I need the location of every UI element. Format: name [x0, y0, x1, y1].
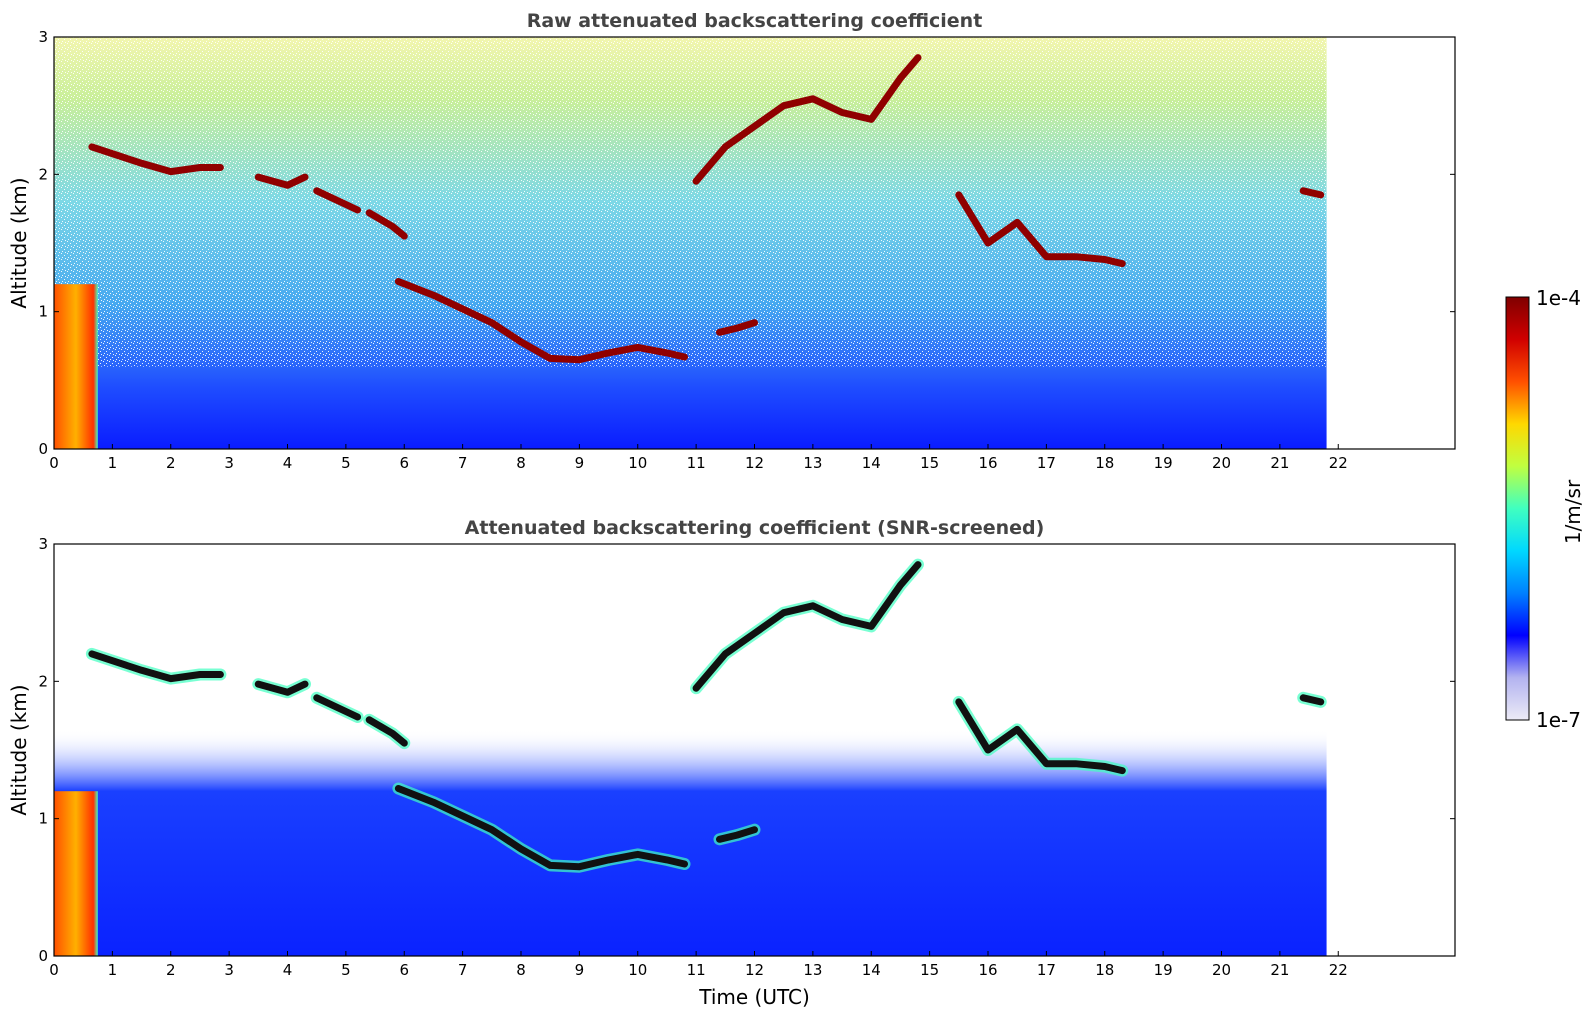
y-tick-label: 0	[38, 440, 48, 458]
x-tick-label: 16	[978, 454, 997, 472]
x-tick-label: 14	[862, 454, 881, 472]
cloud-layer	[692, 561, 922, 692]
x-tick-label: 4	[283, 454, 293, 472]
y-tick-label: 2	[38, 165, 48, 183]
colorbar-unit-label: 1/m/sr	[1561, 479, 1585, 544]
y-axis-label: Altitude (km)	[7, 177, 31, 308]
x-tick-label: 8	[516, 961, 526, 979]
x-tick-label: 2	[166, 454, 176, 472]
x-tick-label: 13	[803, 961, 822, 979]
panel-title: Attenuated backscattering coefficient (S…	[465, 517, 1045, 539]
x-tick-label: 11	[687, 454, 706, 472]
cloud-layer	[394, 785, 688, 871]
x-tick-label: 11	[687, 961, 706, 979]
x-tick-label: 18	[1095, 961, 1114, 979]
x-tick-label: 8	[516, 454, 526, 472]
colorbar-max-label: 1e-4	[1536, 286, 1581, 310]
x-tick-label: 9	[575, 454, 585, 472]
cloud-layer	[254, 173, 309, 189]
x-tick-label: 20	[1212, 961, 1231, 979]
x-tick-label: 10	[628, 961, 647, 979]
cloud-layer	[1299, 694, 1325, 706]
x-tick-label: 3	[224, 961, 234, 979]
y-tick-label: 3	[38, 535, 48, 553]
y-tick-label: 1	[38, 810, 48, 828]
cloud-layer	[1299, 187, 1325, 199]
x-tick-label: 15	[920, 961, 939, 979]
x-tick-label: 5	[341, 454, 351, 472]
x-tick-label: 0	[49, 454, 59, 472]
cloud-layer	[254, 680, 309, 696]
x-tick-label: 1	[108, 961, 118, 979]
x-tick-label: 1	[108, 454, 118, 472]
y-tick-label: 0	[38, 947, 48, 965]
x-tick-label: 10	[628, 454, 647, 472]
cloud-layer	[365, 716, 408, 747]
y-tick-label: 1	[38, 303, 48, 321]
x-tick-label: 22	[1329, 454, 1348, 472]
cloud-layer	[88, 143, 224, 176]
x-tick-label: 18	[1095, 454, 1114, 472]
panel-1: Raw attenuated backscattering coefficien…	[7, 10, 1456, 472]
heatmap-body	[54, 37, 1327, 449]
x-axis-label: Time (UTC)	[698, 985, 810, 1009]
x-tick-label: 16	[978, 961, 997, 979]
x-tick-label: 21	[1270, 454, 1289, 472]
x-tick-label: 19	[1154, 454, 1173, 472]
backscatter-field	[54, 544, 1327, 956]
x-tick-label: 19	[1154, 961, 1173, 979]
x-tick-label: 0	[49, 961, 59, 979]
x-tick-label: 6	[399, 454, 409, 472]
x-tick-label: 14	[862, 961, 881, 979]
surface-aerosol-layer	[54, 791, 98, 956]
x-tick-label: 20	[1212, 454, 1231, 472]
cloud-layer	[365, 209, 408, 240]
cloud-layer	[955, 698, 1126, 775]
cloud-layer	[716, 319, 758, 336]
x-tick-label: 7	[458, 961, 468, 979]
x-tick-label: 21	[1270, 961, 1289, 979]
x-tick-label: 7	[458, 454, 468, 472]
colorbar: 1e-4 1e-7 1/m/sr	[1505, 286, 1585, 732]
y-tick-label: 3	[38, 28, 48, 46]
x-tick-label: 13	[803, 454, 822, 472]
cloud-layer	[692, 54, 922, 185]
x-tick-label: 4	[283, 961, 293, 979]
surface-aerosol-layer	[54, 284, 98, 449]
x-tick-label: 5	[341, 961, 351, 979]
y-axis-label: Altitude (km)	[7, 684, 31, 815]
heatmap-body	[54, 544, 1327, 956]
cloud-layer	[313, 694, 362, 721]
x-tick-label: 12	[745, 961, 764, 979]
panels: Raw attenuated backscattering coefficien…	[7, 10, 1456, 1009]
cloud-layer	[716, 826, 758, 843]
x-tick-label: 3	[224, 454, 234, 472]
cloud-layer	[88, 650, 224, 683]
x-tick-label: 17	[1037, 961, 1056, 979]
x-tick-label: 9	[575, 961, 585, 979]
cloud-layer	[394, 278, 688, 364]
x-tick-label: 6	[399, 961, 409, 979]
x-tick-label: 17	[1037, 454, 1056, 472]
cloud-layer	[955, 191, 1126, 268]
x-tick-label: 12	[745, 454, 764, 472]
panel-2: Attenuated backscattering coefficient (S…	[7, 517, 1456, 1009]
cloud-layer	[313, 187, 362, 214]
x-tick-label: 2	[166, 961, 176, 979]
noise-speckle	[54, 37, 1327, 367]
panel-title: Raw attenuated backscattering coefficien…	[527, 10, 983, 32]
x-tick-label: 15	[920, 454, 939, 472]
colorbar-min-label: 1e-7	[1536, 708, 1581, 732]
colorbar-bar	[1505, 296, 1530, 721]
x-tick-label: 22	[1329, 961, 1348, 979]
y-tick-label: 2	[38, 672, 48, 690]
